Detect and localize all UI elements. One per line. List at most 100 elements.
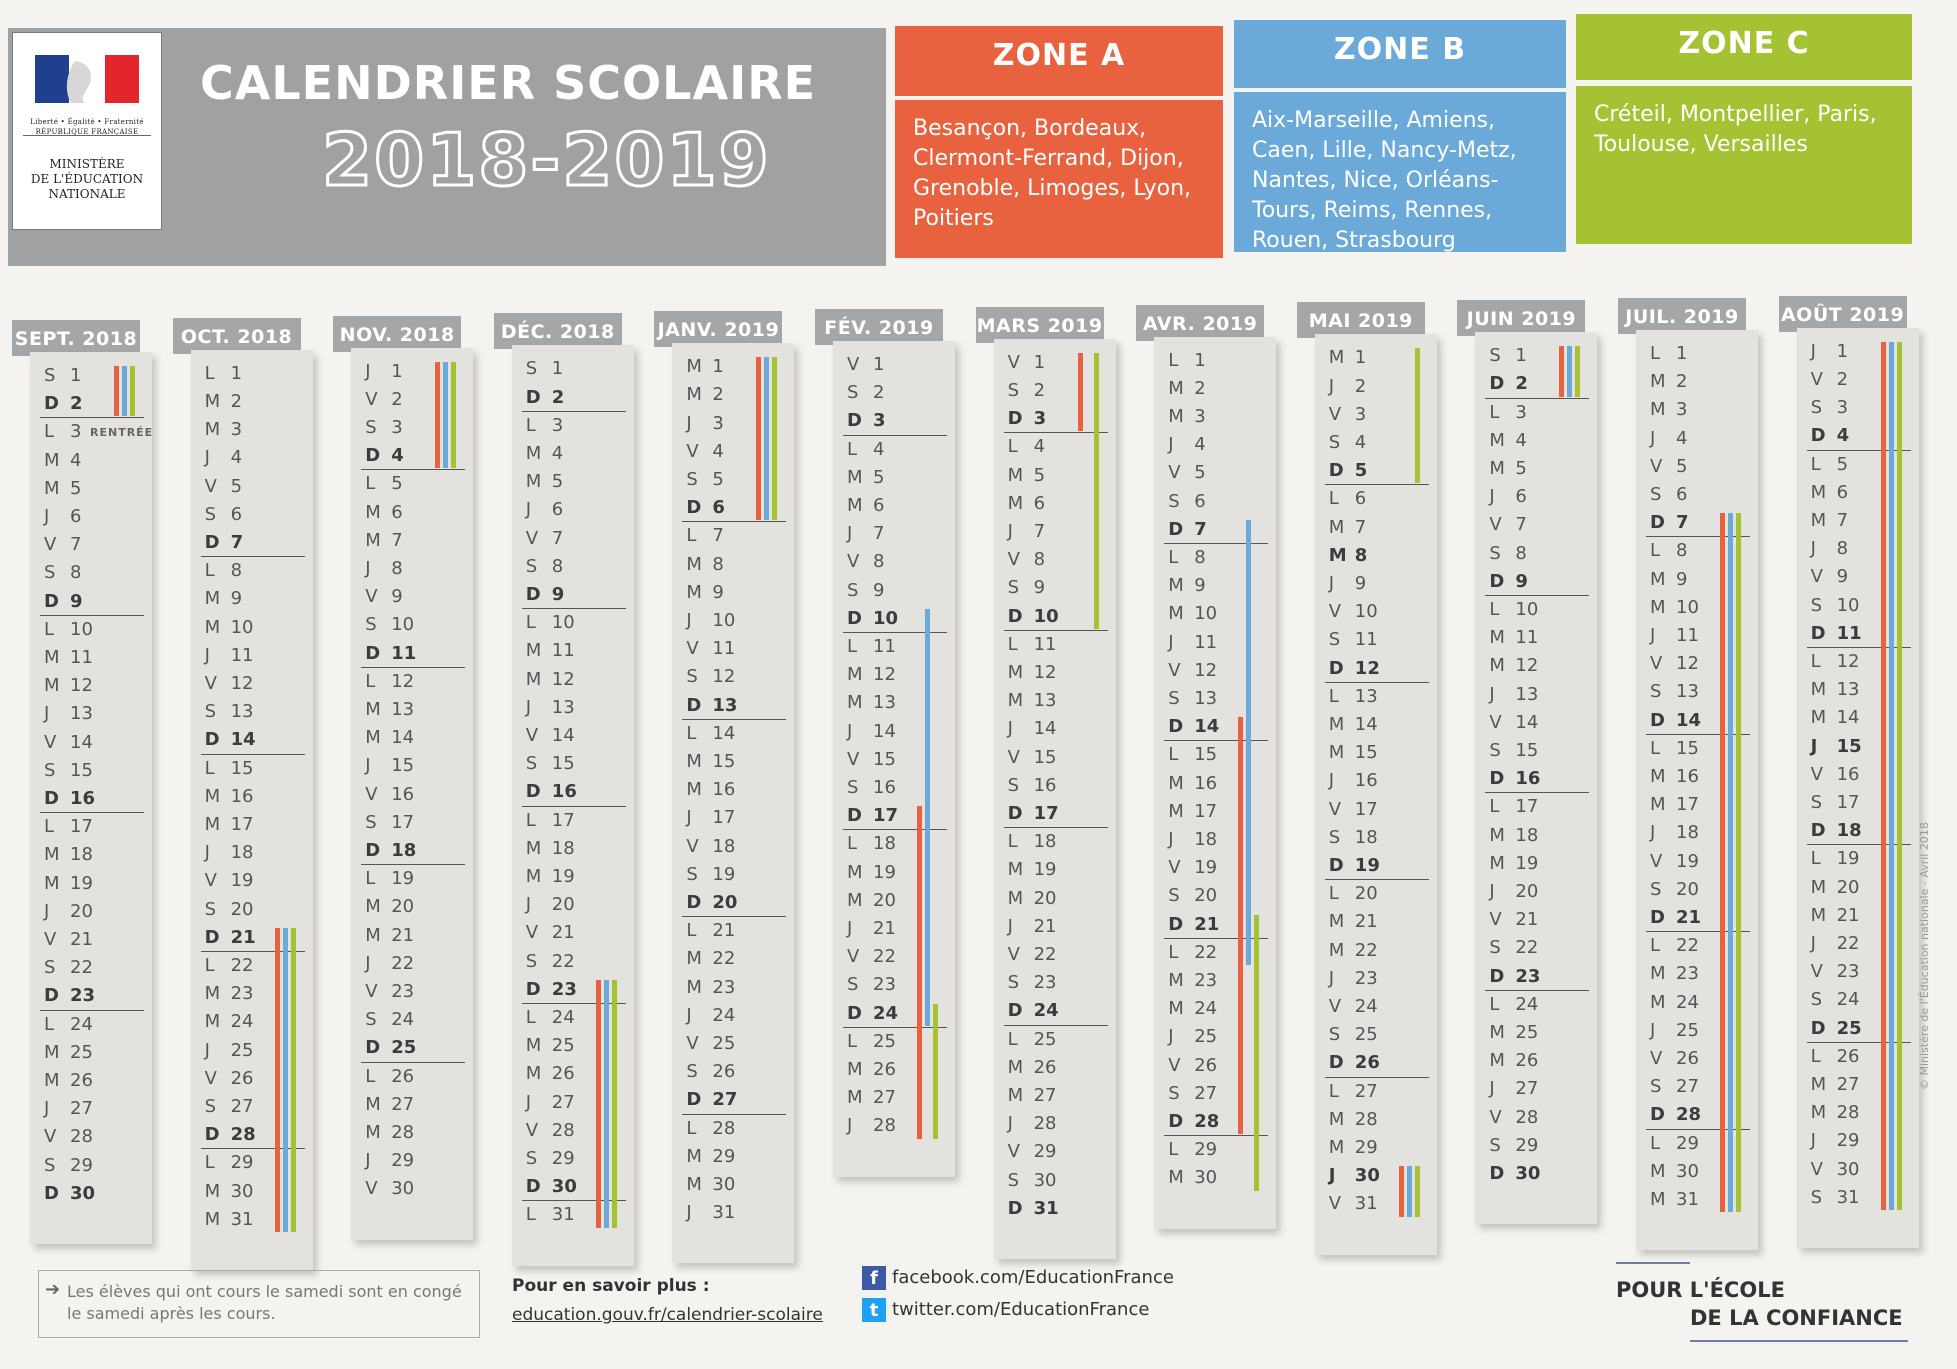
weekday-letter: V bbox=[525, 724, 539, 746]
weekday-letter: M bbox=[1810, 481, 1827, 503]
day-row: M 16 bbox=[205, 783, 254, 811]
weekday-letter: M bbox=[1007, 1056, 1024, 1078]
day-number: 16 bbox=[873, 777, 896, 798]
weekday-letter: L bbox=[1168, 744, 1179, 766]
day-number: 15 bbox=[1836, 735, 1862, 757]
weekday-letter: M bbox=[204, 1011, 221, 1033]
weekday-letter: L bbox=[1650, 737, 1661, 759]
arrow-icon: ➔ bbox=[45, 1279, 61, 1300]
day-number: 27 bbox=[1354, 1080, 1378, 1102]
day-number: 12 bbox=[1836, 650, 1860, 672]
day-row: V 18 bbox=[686, 833, 735, 861]
day-row: V 16 bbox=[1811, 761, 1860, 789]
day-number: 22 bbox=[1836, 932, 1860, 954]
weekday-letter: D bbox=[204, 926, 220, 948]
day-number: 5 bbox=[873, 466, 885, 488]
vacation-bar-zone-a bbox=[1720, 513, 1725, 1213]
weekday-letter: M bbox=[525, 865, 542, 887]
weekday-letter: J bbox=[686, 412, 692, 434]
weekday-letter: S bbox=[365, 811, 377, 833]
weekday-letter: J bbox=[365, 360, 371, 382]
day-number: 26 bbox=[873, 1059, 896, 1080]
weekday-letter: D bbox=[525, 386, 541, 408]
day-row: J 20 bbox=[1489, 878, 1538, 906]
day-number: 5 bbox=[1676, 455, 1688, 477]
month-header: JANV. 2019 bbox=[654, 311, 783, 348]
twitter-link[interactable]: t twitter.com/EducationFrance bbox=[862, 1298, 1149, 1322]
day-number: 10 bbox=[1354, 601, 1378, 623]
week-separator bbox=[682, 1113, 787, 1115]
weekday-letter: D bbox=[1489, 965, 1505, 987]
day-number: 16 bbox=[1836, 763, 1860, 785]
day-number: 18 bbox=[873, 833, 896, 855]
day-number: 15 bbox=[1515, 739, 1539, 761]
day-number: 2 bbox=[391, 388, 403, 410]
day-number: 13 bbox=[1194, 687, 1218, 709]
day-row: M 21 bbox=[1329, 908, 1378, 936]
facebook-link[interactable]: f facebook.com/EducationFrance bbox=[862, 1266, 1174, 1290]
day-row: L 10 bbox=[44, 616, 93, 644]
day-number: 12 bbox=[1676, 653, 1699, 675]
weekday-letter: M bbox=[44, 647, 60, 668]
day-number: 2 bbox=[1033, 379, 1046, 401]
day-row: J 28 bbox=[847, 1112, 896, 1140]
day-row: J 29 bbox=[365, 1147, 414, 1175]
day-number: 27 bbox=[551, 1091, 575, 1113]
day-number: 20 bbox=[873, 889, 896, 911]
day-row: L 31 bbox=[526, 1201, 575, 1229]
weekday-letter: L bbox=[1489, 598, 1500, 620]
day-row: M 28 bbox=[365, 1119, 414, 1147]
weekday-letter: V bbox=[1007, 1141, 1020, 1163]
month-header: OCT. 2018 bbox=[172, 317, 301, 354]
day-number: 12 bbox=[1194, 659, 1218, 681]
day-number: 4 bbox=[1515, 429, 1527, 451]
day-number: 3 bbox=[1194, 405, 1206, 427]
weekday-letter: M bbox=[1810, 509, 1827, 531]
copyright-note: © Ministère de l'Éducation nationale - A… bbox=[1918, 822, 1931, 1090]
week-separator bbox=[1324, 1076, 1429, 1078]
day-row: M 27 bbox=[847, 1084, 896, 1112]
weekday-letter: V bbox=[365, 388, 378, 410]
day-number: 10 bbox=[873, 607, 899, 629]
weekday-letter: V bbox=[44, 534, 57, 556]
weekday-letter: L bbox=[1328, 685, 1339, 707]
weekday-letter: S bbox=[525, 1147, 538, 1169]
day-number: 2 bbox=[70, 393, 83, 415]
day-row: D 26 bbox=[1329, 1049, 1380, 1077]
day-number: 15 bbox=[391, 755, 415, 777]
day-row: S 16 bbox=[1008, 772, 1057, 800]
day-row: V 14 bbox=[526, 722, 575, 750]
day-row: L 14 bbox=[686, 720, 735, 748]
weekday-letter: M bbox=[204, 588, 221, 610]
weekday-letter: L bbox=[1810, 453, 1821, 475]
day-row: V 15 bbox=[1008, 744, 1057, 772]
day-number: 25 bbox=[551, 1035, 575, 1057]
day-number: 29 bbox=[391, 1150, 415, 1172]
more-info-link[interactable]: education.gouv.fr/calendrier-scolaire bbox=[512, 1305, 823, 1325]
weekday-letter: S bbox=[1489, 345, 1501, 367]
day-number: 22 bbox=[1354, 939, 1378, 961]
day-row: J 18 bbox=[1168, 826, 1217, 854]
day-row: D 30 bbox=[526, 1173, 577, 1201]
weekday-letter: V bbox=[1650, 850, 1663, 872]
day-row: M 26 bbox=[526, 1060, 575, 1088]
weekday-letter: S bbox=[1650, 484, 1662, 505]
week-separator bbox=[200, 950, 305, 952]
day-number: 18 bbox=[712, 835, 736, 857]
day-number: 5 bbox=[1836, 453, 1849, 475]
weekday-letter: D bbox=[1810, 1017, 1826, 1039]
day-number: 16 bbox=[1033, 774, 1057, 796]
day-number: 8 bbox=[391, 557, 403, 579]
vacation-bar-zone-c bbox=[1254, 914, 1260, 1191]
vacation-bar-zone-b bbox=[925, 608, 930, 1026]
